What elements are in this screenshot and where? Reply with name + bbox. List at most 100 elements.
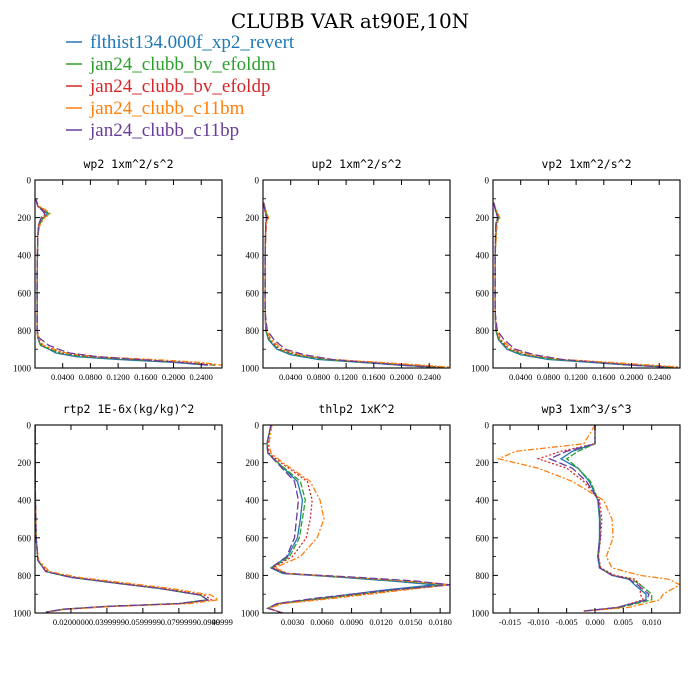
y-tick-label: 600: [476, 288, 490, 298]
y-tick-label: 1000: [241, 364, 260, 374]
y-tick-label: 1000: [241, 609, 260, 619]
y-tick-label: 200: [476, 458, 490, 468]
series-line: [496, 425, 680, 612]
x-tick-label: 0.2400: [418, 372, 441, 382]
figure-title: CLUBB VAR at90E,10N: [231, 9, 469, 33]
series-line: [493, 202, 667, 368]
panel-frame: [492, 179, 681, 369]
x-tick-label: 40: [212, 617, 221, 627]
x-tick-label: 0.0800: [537, 372, 560, 382]
y-tick-label: 0: [27, 176, 32, 186]
x-tick-label: 0.1600: [592, 372, 615, 382]
panel-title: thlp2 1xK^2: [318, 402, 394, 416]
y-tick-label: 600: [18, 288, 32, 298]
x-tick-label: 0.0799999: [161, 617, 197, 627]
y-tick-label: 400: [18, 496, 32, 506]
y-tick-label: 800: [18, 571, 32, 581]
x-tick-label: 0.0180: [428, 617, 451, 627]
x-tick-label: 0.0150: [399, 617, 422, 627]
y-tick-label: 800: [476, 571, 490, 581]
series-line: [35, 198, 216, 366]
y-tick-label: 400: [246, 496, 260, 506]
panel-frame: [34, 179, 223, 369]
y-tick-label: 0: [27, 421, 32, 431]
x-tick-label: -0.005: [556, 617, 578, 627]
y-tick-label: 400: [476, 496, 490, 506]
y-tick-label: 1000: [471, 364, 490, 374]
series-line: [35, 425, 221, 613]
series-line: [559, 425, 647, 612]
legend-entry: jan24_clubb_bv_efoldp: [66, 76, 270, 97]
y-tick-label: 0: [485, 176, 490, 186]
y-tick-label: 1000: [13, 364, 32, 374]
x-tick-label: 0.0400: [279, 372, 302, 382]
chart-panel: rtp2 1E-6x(kg/kg)^2 0 200 400 600 800 1000 0.02…: [13, 402, 233, 627]
chart-panel: up2 1xm^2/s^2 0 200 400 600 800 1000 0.0400 0.08…: [241, 157, 451, 382]
legend-label: jan24_clubb_bv_efoldm: [89, 54, 276, 75]
legend: flthist134.000f_xp2_revertjan24_clubb_bv…: [66, 32, 295, 141]
x-tick-label: 0.0800: [307, 372, 330, 382]
panel-title: wp3 1xm^3/s^3: [541, 402, 631, 416]
x-tick-label: 0.0030: [281, 617, 304, 627]
series-line: [565, 425, 653, 612]
series-line: [266, 425, 450, 613]
panel-title: rtp2 1E-6x(kg/kg)^2: [63, 402, 195, 416]
series-line: [35, 198, 216, 366]
panel-frame: [492, 424, 681, 614]
series-line: [263, 202, 430, 368]
x-tick-label: 0.0200000: [53, 617, 89, 627]
x-tick-label: 0.0399999: [89, 617, 125, 627]
legend-entry: jan24_clubb_c11bm: [66, 98, 245, 119]
y-tick-label: 200: [18, 213, 32, 223]
legend-label: jan24_clubb_bv_efoldp: [89, 76, 270, 97]
chart-panel: thlp2 1xK^2 0 200 400 600 800 1000 0.0030 0.0060…: [241, 402, 452, 627]
x-tick-label: 0.000: [585, 617, 604, 627]
y-tick-label: 1000: [13, 609, 32, 619]
y-tick-label: 0: [485, 421, 490, 431]
x-tick-label: 0.2000: [162, 372, 185, 382]
series-line: [493, 202, 680, 368]
legend-entry: jan24_clubb_c11bp: [66, 120, 239, 141]
series-line: [263, 202, 444, 368]
x-tick-label: 0.0800: [79, 372, 102, 382]
x-tick-label: 0.2400: [190, 372, 213, 382]
y-tick-label: 0: [255, 421, 260, 431]
series-line: [266, 425, 436, 613]
legend-label: jan24_clubb_c11bp: [89, 120, 239, 141]
x-tick-label: 0.1200: [106, 372, 129, 382]
panel-frame: [262, 424, 451, 614]
x-tick-label: 0.0400: [51, 372, 74, 382]
x-tick-label: 0.010: [642, 617, 661, 627]
x-tick-label: 0.0999999: [197, 617, 233, 627]
x-tick-label: -0.015: [499, 617, 521, 627]
legend-label: flthist134.000f_xp2_revert: [90, 32, 295, 53]
y-tick-label: 600: [476, 533, 490, 543]
y-tick-label: 0: [255, 176, 260, 186]
x-tick-label: 0.005: [614, 617, 633, 627]
series-line: [35, 198, 209, 366]
y-tick-label: 400: [476, 251, 490, 261]
y-tick-label: 200: [246, 213, 260, 223]
x-tick-label: 0.1600: [134, 372, 157, 382]
y-tick-label: 200: [18, 458, 32, 468]
series-line: [263, 202, 444, 368]
x-tick-label: 0.0060: [310, 617, 333, 627]
panel-frame: [262, 179, 451, 369]
series-line: [263, 202, 450, 368]
series-line: [493, 202, 674, 368]
panel-title: up2 1xm^2/s^2: [311, 157, 401, 171]
y-tick-label: 1000: [471, 609, 490, 619]
x-tick-label: 0.2000: [390, 372, 413, 382]
series-line: [35, 425, 210, 613]
series-line: [536, 425, 645, 612]
series-line: [35, 198, 209, 366]
x-tick-label: 0.0599999: [125, 617, 161, 627]
panel-title: wp2 1xm^2/s^2: [83, 157, 173, 171]
legend-entry: flthist134.000f_xp2_revert: [66, 32, 295, 53]
legend-label: jan24_clubb_c11bm: [89, 98, 245, 119]
series-line: [266, 425, 450, 613]
x-tick-label: 0.1200: [334, 372, 357, 382]
y-tick-label: 800: [476, 326, 490, 336]
